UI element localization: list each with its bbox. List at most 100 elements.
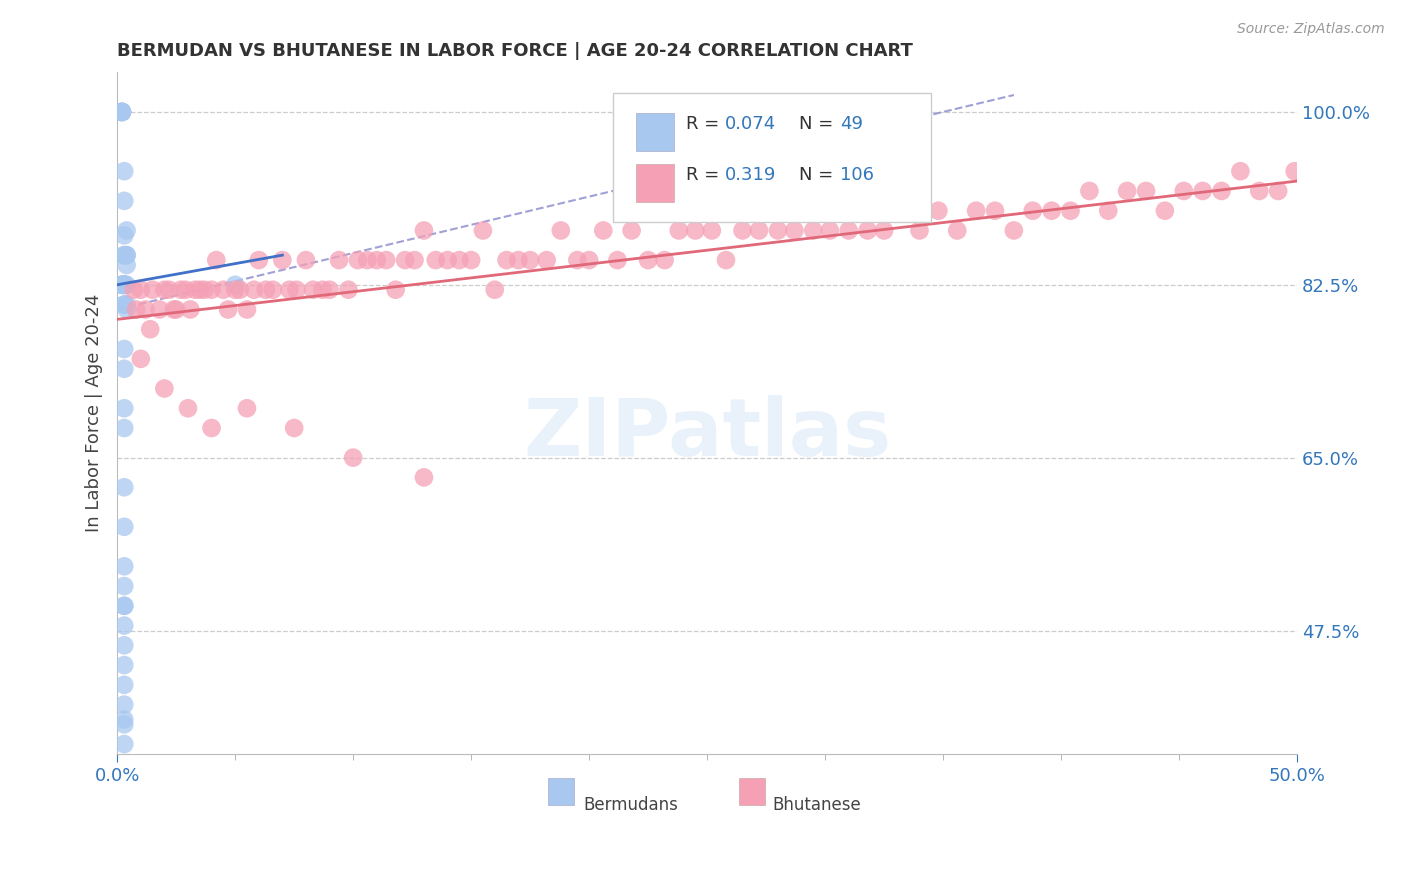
Point bbox=[318, 283, 340, 297]
Point bbox=[606, 253, 628, 268]
Point bbox=[891, 203, 914, 218]
Point bbox=[856, 223, 879, 237]
Point bbox=[157, 283, 180, 297]
Point bbox=[946, 223, 969, 237]
Point bbox=[637, 253, 659, 268]
Point bbox=[347, 253, 370, 268]
Point bbox=[413, 470, 436, 484]
Point bbox=[112, 520, 135, 534]
Point bbox=[1078, 184, 1101, 198]
Point bbox=[1040, 203, 1063, 218]
Point bbox=[112, 737, 135, 751]
Point bbox=[122, 283, 145, 297]
Point bbox=[112, 194, 135, 208]
Point bbox=[179, 302, 201, 317]
Point bbox=[578, 253, 600, 268]
FancyBboxPatch shape bbox=[740, 778, 765, 805]
Point bbox=[112, 698, 135, 712]
Point bbox=[1173, 184, 1195, 198]
Point bbox=[654, 253, 676, 268]
Point bbox=[243, 283, 266, 297]
Point bbox=[217, 302, 239, 317]
Point bbox=[112, 401, 135, 416]
Point bbox=[965, 203, 987, 218]
Point bbox=[205, 253, 228, 268]
FancyBboxPatch shape bbox=[637, 113, 673, 151]
Text: R =: R = bbox=[686, 166, 718, 184]
Point bbox=[111, 104, 134, 119]
Point bbox=[112, 579, 135, 593]
Point bbox=[139, 322, 162, 336]
Point bbox=[1154, 203, 1177, 218]
Point bbox=[174, 283, 197, 297]
Point bbox=[184, 283, 207, 297]
Point bbox=[1229, 164, 1251, 178]
Point bbox=[278, 283, 301, 297]
Point bbox=[111, 277, 134, 292]
Text: BERMUDAN VS BHUTANESE IN LABOR FORCE | AGE 20-24 CORRELATION CHART: BERMUDAN VS BHUTANESE IN LABOR FORCE | A… bbox=[117, 42, 912, 60]
Point bbox=[801, 223, 824, 237]
Point bbox=[873, 223, 896, 237]
Point bbox=[112, 342, 135, 356]
Point bbox=[112, 277, 135, 292]
Point bbox=[153, 382, 176, 396]
Point bbox=[112, 559, 135, 574]
Text: Bermudans: Bermudans bbox=[583, 797, 678, 814]
Point bbox=[1097, 203, 1119, 218]
Point bbox=[112, 599, 135, 613]
Point bbox=[112, 599, 135, 613]
Point bbox=[163, 302, 186, 317]
Point bbox=[685, 223, 707, 237]
FancyBboxPatch shape bbox=[637, 164, 673, 202]
Point bbox=[413, 223, 436, 237]
Point bbox=[112, 297, 135, 311]
Point bbox=[247, 253, 270, 268]
Point bbox=[1249, 184, 1271, 198]
Y-axis label: In Labor Force | Age 20-24: In Labor Force | Age 20-24 bbox=[86, 294, 103, 533]
Point bbox=[111, 104, 134, 119]
Point bbox=[838, 223, 860, 237]
Point bbox=[620, 223, 643, 237]
Point bbox=[112, 678, 135, 692]
Point bbox=[436, 253, 458, 268]
Point bbox=[1116, 184, 1139, 198]
Point bbox=[236, 401, 259, 416]
Point bbox=[165, 302, 187, 317]
Point bbox=[262, 283, 284, 297]
Point bbox=[112, 658, 135, 673]
Point bbox=[1002, 223, 1025, 237]
Point bbox=[115, 223, 138, 237]
Point bbox=[112, 277, 135, 292]
Point bbox=[112, 297, 135, 311]
Point bbox=[111, 104, 134, 119]
Text: N =: N = bbox=[799, 115, 834, 133]
Point bbox=[112, 248, 135, 262]
Point bbox=[112, 638, 135, 652]
Point bbox=[188, 283, 211, 297]
Point bbox=[484, 283, 506, 297]
Point bbox=[111, 104, 134, 119]
Point bbox=[700, 223, 723, 237]
Point bbox=[212, 283, 235, 297]
Point bbox=[302, 283, 325, 297]
Point bbox=[111, 277, 134, 292]
Point bbox=[908, 223, 931, 237]
Text: 106: 106 bbox=[841, 166, 875, 184]
Point bbox=[519, 253, 541, 268]
Point bbox=[818, 223, 841, 237]
Point bbox=[356, 253, 378, 268]
Point bbox=[125, 302, 148, 317]
Point bbox=[536, 253, 558, 268]
Point bbox=[111, 277, 134, 292]
Point bbox=[224, 283, 246, 297]
Point bbox=[271, 253, 294, 268]
Point bbox=[193, 283, 215, 297]
Point bbox=[112, 277, 135, 292]
FancyBboxPatch shape bbox=[548, 778, 574, 805]
Point bbox=[153, 283, 176, 297]
Point bbox=[285, 283, 308, 297]
Text: ZIPatlas: ZIPatlas bbox=[523, 394, 891, 473]
Point bbox=[177, 401, 200, 416]
Point bbox=[714, 253, 737, 268]
Point bbox=[384, 283, 406, 297]
